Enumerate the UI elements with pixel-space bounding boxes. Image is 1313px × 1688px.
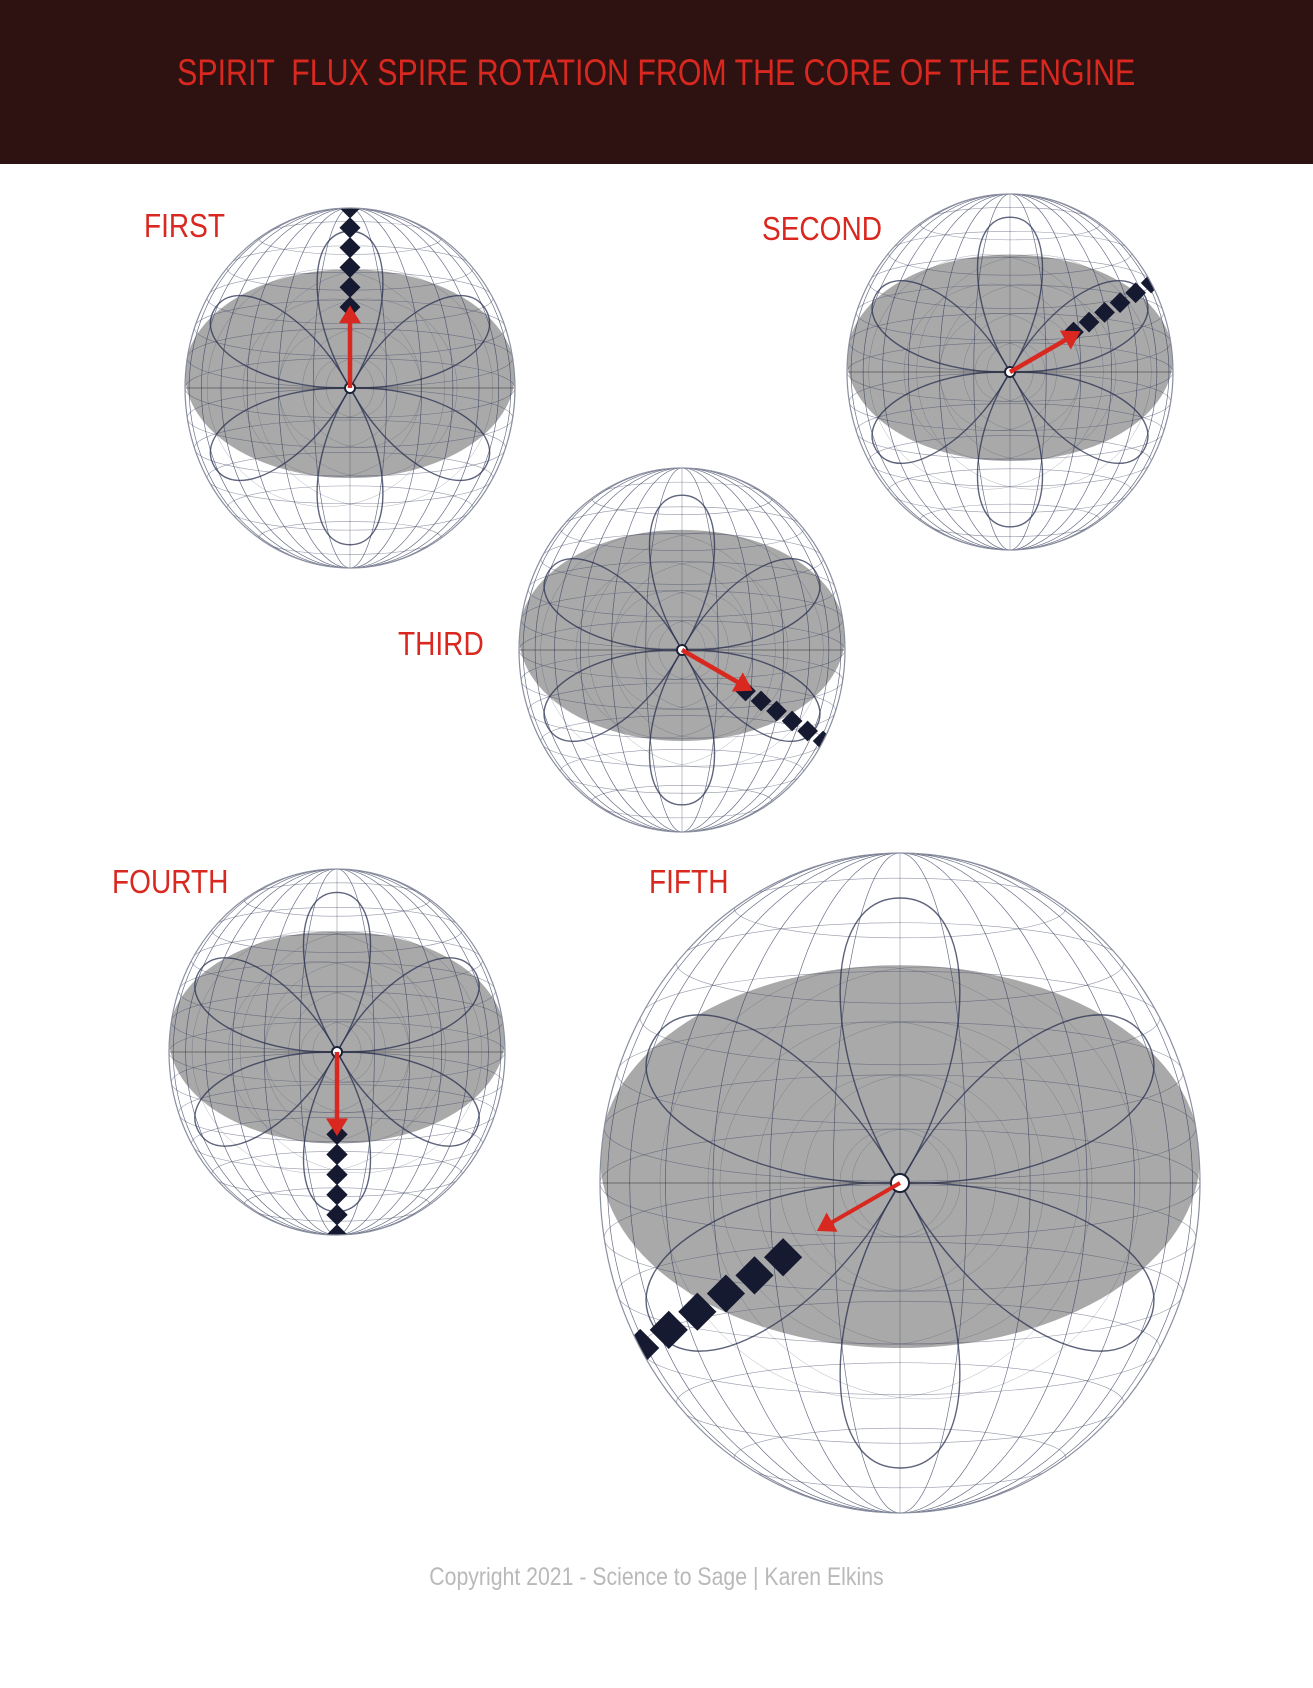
copyright-text: Copyright 2021 - Science to Sage | Karen… bbox=[429, 1563, 884, 1591]
stage-label-third: THIRD bbox=[398, 625, 484, 662]
sphere-grid bbox=[169, 869, 505, 1235]
spire-chain bbox=[339, 208, 361, 318]
rotation-arrow bbox=[326, 1052, 348, 1136]
stage-label-second: SECOND bbox=[762, 210, 883, 247]
equator-band bbox=[847, 254, 1173, 461]
stage-label-fourth: FOURTH bbox=[112, 863, 229, 900]
rotation-arrow bbox=[680, 648, 753, 692]
header-banner: SPIRIT FLUX SPIRE ROTATION FROM THE CORE… bbox=[0, 0, 1313, 164]
stage-label-fifth: FIFTH bbox=[649, 863, 729, 900]
rotation-arrow bbox=[1008, 330, 1081, 374]
equator-band bbox=[169, 931, 505, 1144]
sphere-grid bbox=[519, 468, 845, 832]
rotation-arrow bbox=[816, 1181, 901, 1232]
equator-band bbox=[600, 965, 1200, 1348]
equator-band bbox=[519, 529, 845, 741]
rotation-arrow bbox=[339, 305, 361, 388]
page-title: SPIRIT FLUX SPIRE ROTATION FROM THE CORE… bbox=[177, 52, 1136, 93]
stage-label-first: FIRST bbox=[144, 207, 226, 244]
